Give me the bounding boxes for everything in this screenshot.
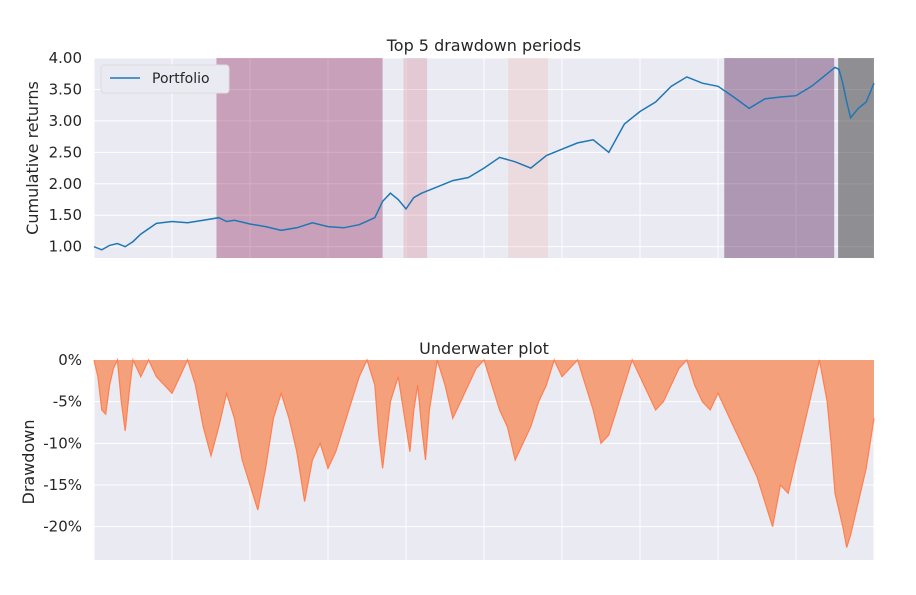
legend-box	[100, 64, 230, 94]
drawdown-period-span	[508, 58, 548, 258]
cumulative-returns-chart: 1.00 1.50 2.00 2.50 3.00 3.50 4.00 Top 5 drawd…	[23, 36, 875, 258]
y-tick-label: 3.50	[49, 80, 82, 98]
bottom-chart-title: Underwater plot	[419, 339, 549, 358]
bottom-y-axis-label: Drawdown	[19, 420, 38, 505]
top-y-axis-label: Cumulative returns	[23, 81, 42, 235]
y-tick-label: -10%	[43, 434, 82, 452]
y-tick-label: 0%	[58, 351, 82, 369]
legend: Portfolio	[100, 64, 230, 94]
legend-label-portfolio: Portfolio	[152, 71, 210, 87]
y-tick-label: 1.50	[49, 206, 82, 224]
y-tick-label: -15%	[43, 476, 82, 494]
bottom-y-ticks: 0% -5% -10% -15% -20%	[43, 351, 82, 536]
y-tick-label: 2.00	[49, 175, 82, 193]
underwater-chart: 0% -5% -10% -15% -20% Underwater plot Drawdo…	[19, 339, 875, 560]
y-tick-label: -5%	[53, 393, 82, 411]
drawdown-period-span	[724, 58, 835, 258]
y-tick-label: -20%	[43, 518, 82, 536]
drawdown-period-span	[216, 58, 383, 258]
drawdown-period-span	[403, 58, 428, 258]
drawdown-line	[93, 357, 875, 548]
y-tick-label: 1.00	[49, 238, 82, 256]
top-y-ticks: 1.00 1.50 2.00 2.50 3.00 3.50 4.00	[49, 49, 82, 256]
drawdown-area	[94, 360, 874, 548]
drawdown-period-spans	[216, 58, 874, 258]
top-chart-title: Top 5 drawdown periods	[386, 36, 582, 55]
y-tick-label: 3.00	[49, 112, 82, 130]
portfolio-series-line	[93, 66, 875, 251]
y-tick-label: 4.00	[49, 49, 82, 67]
y-tick-label: 2.50	[49, 143, 82, 161]
